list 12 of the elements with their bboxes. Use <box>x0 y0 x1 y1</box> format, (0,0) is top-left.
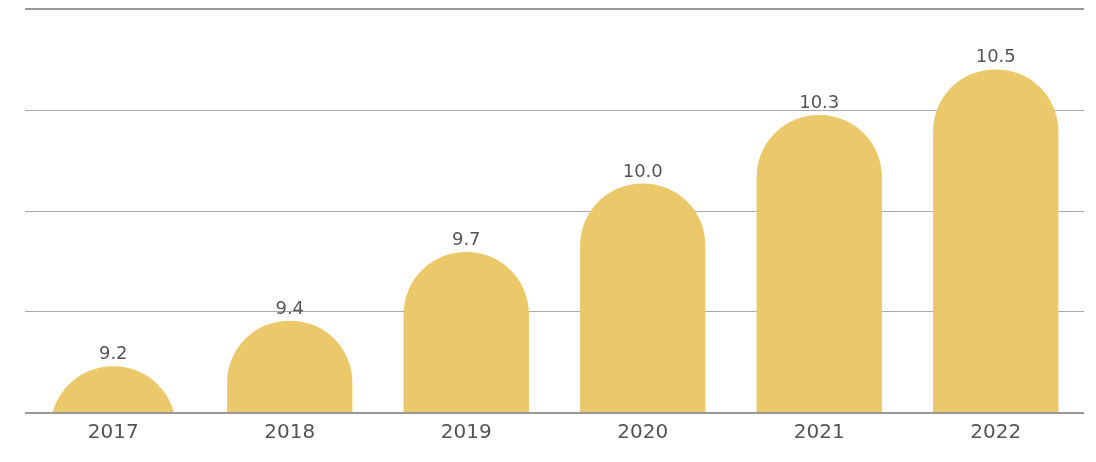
x-tick-label: 2022 <box>970 419 1022 443</box>
x-tick-label: 2017 <box>87 419 139 443</box>
x-tick-label: 2020 <box>617 419 669 443</box>
x-tick-label: 2019 <box>440 419 492 443</box>
data-label: 9.7 <box>451 228 481 250</box>
data-label: 9.4 <box>275 296 305 318</box>
data-label: 10.3 <box>799 91 840 113</box>
data-label: 10.5 <box>975 45 1016 67</box>
data-label: 10.0 <box>622 159 663 181</box>
x-tick-label: 2018 <box>264 419 316 443</box>
x-tick-label: 2021 <box>793 419 845 443</box>
data-label: 9.2 <box>98 342 128 364</box>
